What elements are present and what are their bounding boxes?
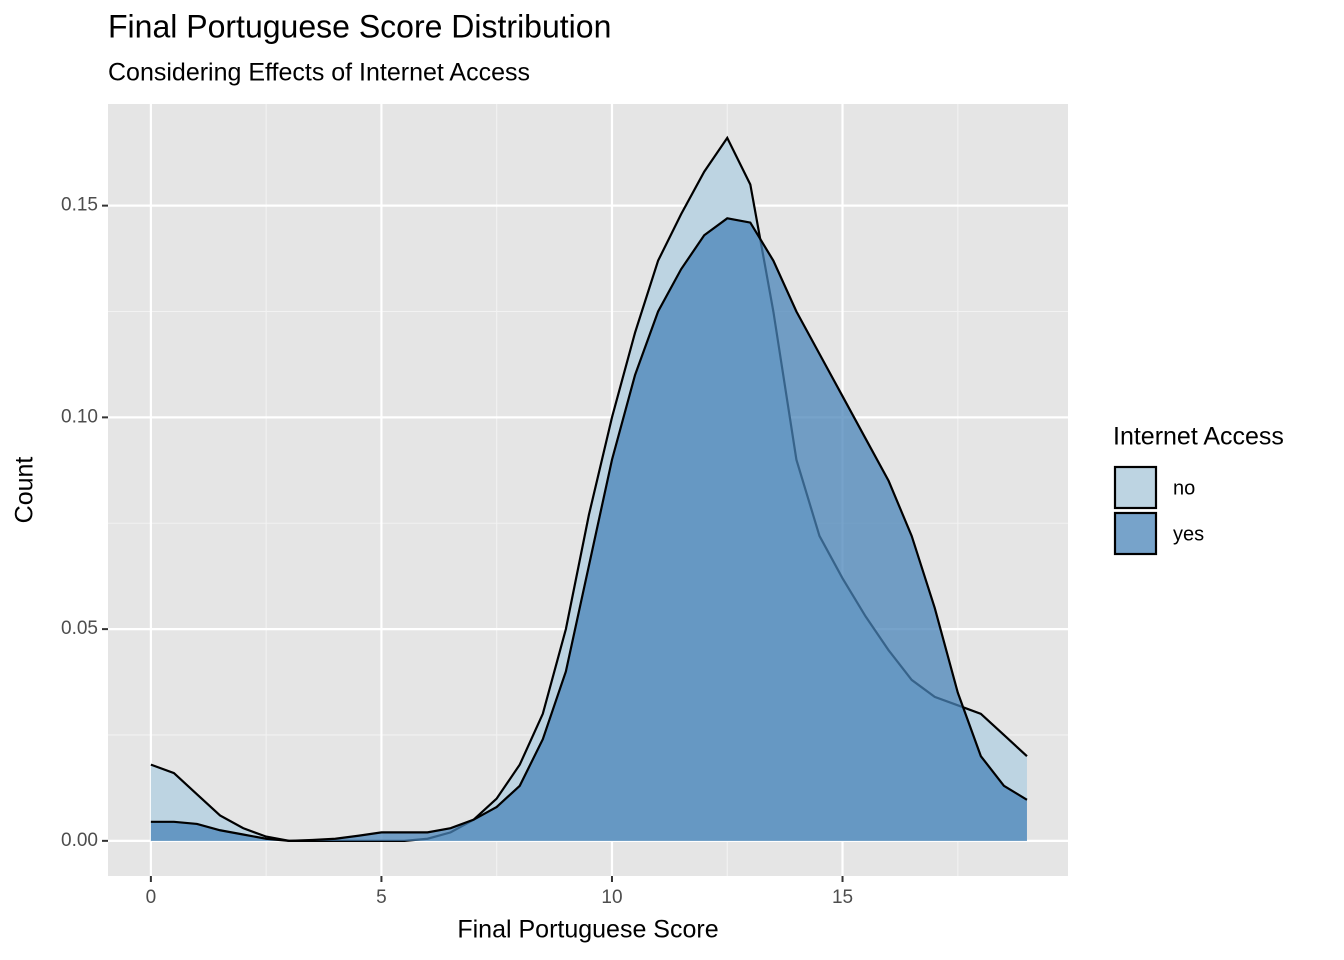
y-tick-label: 0.05 xyxy=(61,618,98,639)
x-axis-label: Final Portuguese Score xyxy=(457,916,718,944)
legend-label: yes xyxy=(1173,523,1204,545)
legend-title: Internet Access xyxy=(1113,423,1284,451)
density-line xyxy=(150,217,1028,842)
x-tick-label: 5 xyxy=(376,887,387,908)
y-tick-label: 0.15 xyxy=(61,195,98,216)
legend-key xyxy=(1113,511,1158,556)
chart-subtitle: Considering Effects of Internet Access xyxy=(108,59,530,87)
legend-label: no xyxy=(1173,477,1195,499)
x-tick-label: 15 xyxy=(832,887,853,908)
y-tick-label: 0.10 xyxy=(61,406,98,427)
legend-key xyxy=(1113,465,1158,510)
x-tick-label: 10 xyxy=(601,887,622,908)
density-area xyxy=(150,218,1027,841)
y-axis-label: Count xyxy=(11,457,39,524)
chart-title: Final Portuguese Score Distribution xyxy=(108,8,611,44)
x-tick-label: 0 xyxy=(146,887,157,908)
y-tick-label: 0.00 xyxy=(61,830,98,851)
